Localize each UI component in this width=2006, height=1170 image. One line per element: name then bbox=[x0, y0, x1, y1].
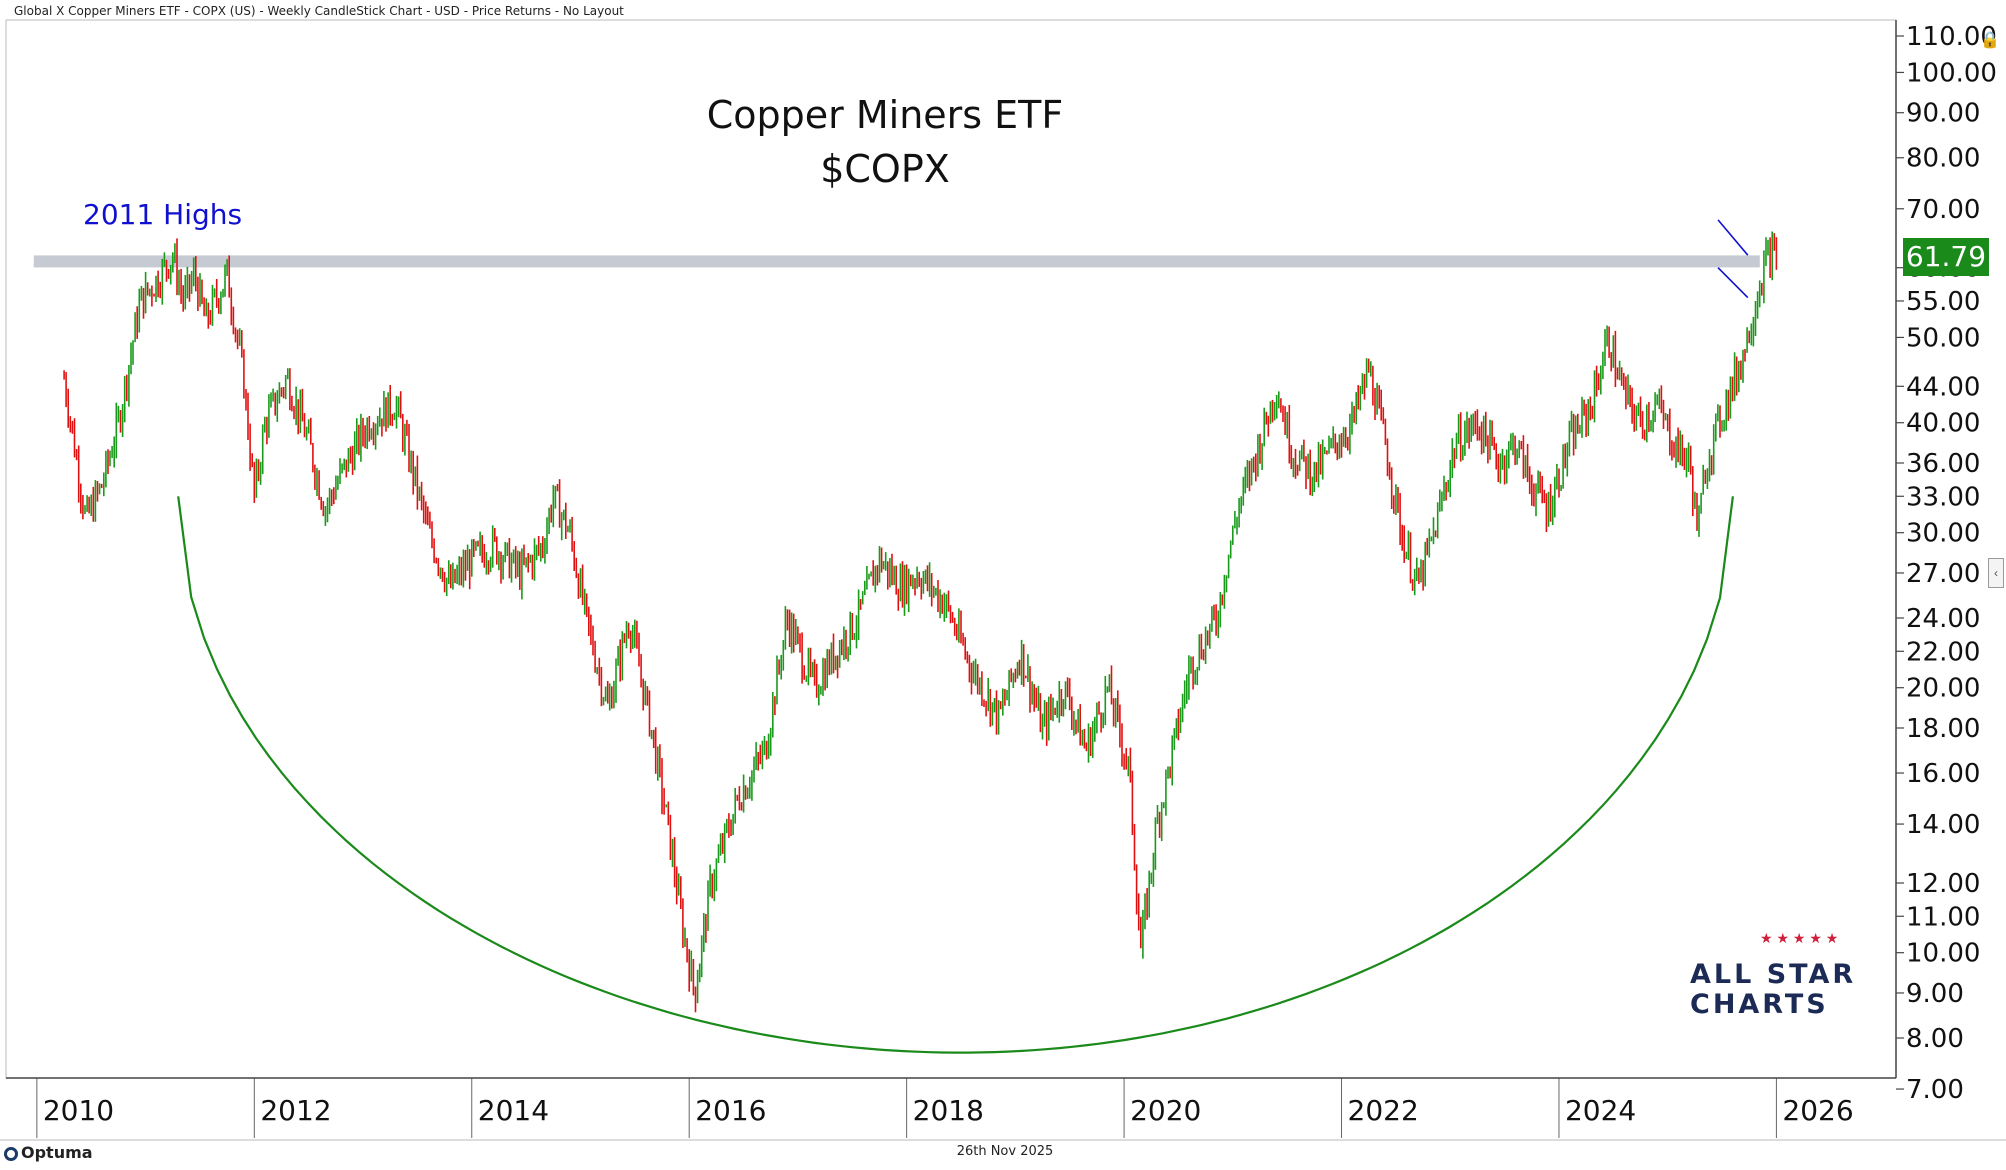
y-tick-label: 12.00 bbox=[1906, 869, 1980, 899]
y-tick-label: 16.00 bbox=[1906, 759, 1980, 789]
x-tick-label: 2022 bbox=[1348, 1094, 1419, 1127]
y-tick-label: 33.00 bbox=[1906, 482, 1980, 512]
y-tick-label: 11.00 bbox=[1906, 902, 1980, 932]
x-tick-label: 2014 bbox=[478, 1094, 549, 1127]
channel-upper-line bbox=[1717, 219, 1749, 256]
optuma-logo-icon bbox=[4, 1147, 18, 1161]
y-tick-label: 100.00 bbox=[1906, 58, 1997, 88]
last-price-badge: 61.79 bbox=[1903, 238, 1989, 276]
y-tick-label: 70.00 bbox=[1906, 195, 1980, 225]
plot-area bbox=[5, 19, 1897, 1079]
y-tick-label: 40.00 bbox=[1906, 409, 1980, 439]
y-tick-label: 27.00 bbox=[1906, 559, 1980, 589]
lock-icon[interactable]: 🔒 bbox=[1980, 32, 2000, 49]
chart-title: Copper Miners ETF bbox=[706, 93, 1064, 137]
x-tick-label: 2016 bbox=[695, 1094, 766, 1127]
y-tick-label: 50.00 bbox=[1906, 323, 1980, 353]
y-tick-label: 10.00 bbox=[1906, 939, 1980, 969]
y-tick-label: 36.00 bbox=[1906, 449, 1980, 479]
y-tick-label: 24.00 bbox=[1906, 604, 1980, 634]
x-tick-label: 2026 bbox=[1782, 1094, 1853, 1127]
x-tick-label: 2010 bbox=[43, 1094, 114, 1127]
annotation-2011-highs: 2011 Highs bbox=[83, 198, 243, 231]
optuma-brand: Optuma bbox=[4, 1143, 93, 1162]
x-tick-label: 2024 bbox=[1565, 1094, 1636, 1127]
stars-icon: ★ ★ ★ ★ ★ bbox=[1760, 930, 1839, 946]
y-tick-label: 18.00 bbox=[1906, 714, 1980, 744]
logo-line-2: CHARTS bbox=[1690, 989, 1829, 1020]
channel-lower-line bbox=[1717, 267, 1749, 299]
rounding-bottom-arc bbox=[177, 496, 1734, 1054]
chevron-left-icon[interactable]: ‹ bbox=[1988, 558, 2004, 588]
y-tick-label: 80.00 bbox=[1906, 144, 1980, 174]
y-tick-label: 9.00 bbox=[1906, 979, 1964, 1009]
y-tick-label: 55.00 bbox=[1906, 287, 1980, 317]
y-tick-label: 90.00 bbox=[1906, 99, 1980, 129]
y-tick-label: 22.00 bbox=[1906, 637, 1980, 667]
x-tick-label: 2012 bbox=[260, 1094, 331, 1127]
y-tick-label: 7.00 bbox=[1906, 1075, 1964, 1105]
footer-date: 26th Nov 2025 bbox=[956, 1144, 1054, 1159]
chart-subtitle: $COPX bbox=[820, 147, 950, 191]
logo-line-1: ALL STAR bbox=[1690, 959, 1857, 990]
chart-title-block: Copper Miners ETF $COPX bbox=[700, 88, 1070, 196]
y-tick-label: 20.00 bbox=[1906, 674, 1980, 704]
chart-header: Global X Copper Miners ETF - COPX (US) -… bbox=[14, 4, 624, 18]
y-tick-label: 14.00 bbox=[1906, 810, 1980, 840]
y-tick-label: 30.00 bbox=[1906, 519, 1980, 549]
resistance-band bbox=[33, 255, 1760, 268]
all-star-charts-logo: ALL STAR CHARTS bbox=[1690, 960, 1880, 1020]
y-tick-label: 110.00 bbox=[1906, 22, 1997, 52]
y-tick-label: 44.00 bbox=[1906, 372, 1980, 402]
x-tick-label: 2020 bbox=[1130, 1094, 1201, 1127]
optuma-label: Optuma bbox=[21, 1143, 93, 1162]
x-tick-label: 2018 bbox=[913, 1094, 984, 1127]
y-tick-label: 8.00 bbox=[1906, 1024, 1964, 1054]
